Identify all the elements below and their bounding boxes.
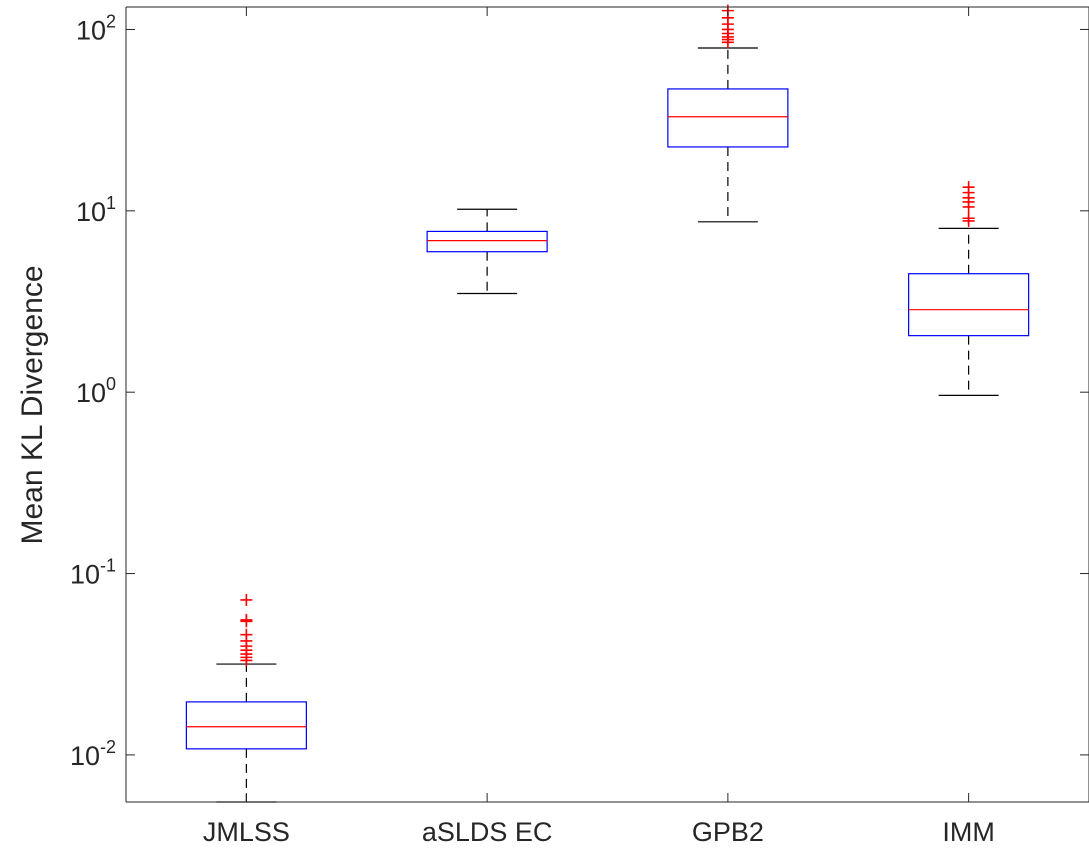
outlier-marker — [962, 212, 975, 225]
iqr-box — [185, 701, 307, 750]
y-tick-label: 101 — [76, 193, 116, 227]
box-group-1: JMLSS — [185, 7, 307, 847]
boxes-layer: JMLSS aSLDS EC GPB2 IMM — [185, 4, 1030, 847]
axes-layer — [125, 6, 1089, 803]
x-tick-label: IMM — [942, 817, 994, 847]
iqr-box — [667, 88, 789, 148]
outlier-marker — [240, 593, 253, 606]
x-tick-label: aSLDS EC — [422, 817, 553, 847]
x-tick-label: JMLSS — [203, 817, 290, 847]
box-group-3: GPB2 — [667, 4, 789, 847]
y-tick-label: 100 — [76, 374, 116, 408]
y-tick-label: 10-2 — [70, 737, 116, 771]
ticks-layer: 10-2 10-1 100 101 102 — [70, 11, 1089, 771]
iqr-box — [908, 273, 1030, 337]
y-axis-label: Mean KL Divergence — [16, 265, 49, 544]
outlier-marker — [962, 181, 975, 194]
box-group-2: aSLDS EC — [422, 7, 553, 847]
box-group-4: IMM — [908, 7, 1030, 847]
y-tick-label: 10-1 — [70, 556, 116, 590]
plot-area — [126, 7, 1089, 802]
x-tick-label: GPB2 — [692, 817, 764, 847]
outlier-marker — [240, 613, 253, 626]
y-tick-label: 102 — [76, 11, 116, 45]
outlier-marker — [240, 628, 253, 641]
iqr-box — [426, 230, 548, 253]
